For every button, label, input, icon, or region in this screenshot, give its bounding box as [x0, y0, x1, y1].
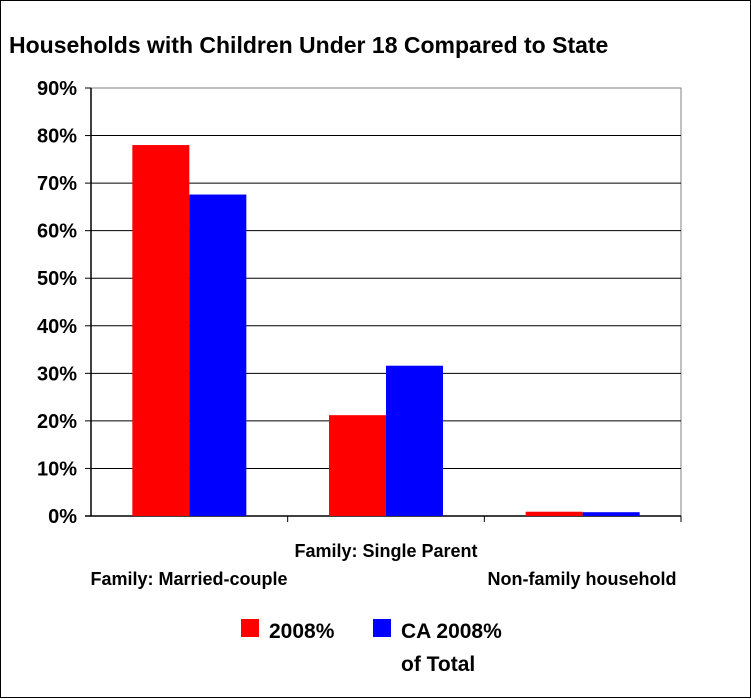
y-tick-label: 50% [37, 268, 77, 290]
y-tick-label: 0% [48, 506, 77, 528]
y-tick-label: 40% [37, 316, 77, 338]
y-tick-label: 80% [37, 126, 77, 148]
y-tick-label: 30% [37, 363, 77, 385]
category-labels: Family: Married-couple Family: Single Pa… [90, 541, 676, 589]
category-label-single-parent: Family: Single Parent [294, 541, 477, 561]
y-tick-label: 70% [37, 173, 77, 195]
legend-swatch-2008 [241, 619, 259, 637]
category-label-married-couple: Family: Married-couple [90, 569, 287, 589]
y-tick-label: 10% [37, 458, 77, 480]
y-tick-label: 60% [37, 221, 77, 243]
bar-ca-2008-of-total-non-family-household [582, 512, 640, 516]
y-tick-label: 20% [37, 411, 77, 433]
bar-2008-family-married-couple [132, 145, 190, 517]
legend-label-ca-2008: CA 2008% [401, 620, 502, 643]
chart-title: Households with Children Under 18 Compar… [9, 32, 608, 58]
category-label-non-family: Non-family household [488, 569, 677, 589]
legend-label-2008: 2008% [269, 620, 335, 643]
bar-2008-non-family-household [525, 511, 583, 516]
legend-swatch-ca-2008 [373, 619, 391, 637]
bar-ca-2008-of-total-family-single-parent [386, 365, 443, 516]
y-tick-label: 90% [37, 78, 77, 100]
bar-2008-family-single-parent [329, 415, 386, 516]
plot-area: 0% 10% 20% 30% 40% 50% 60% 70% 80% 90% [37, 78, 682, 528]
legend-label-of-total: of Total [401, 653, 475, 676]
bar-ca-2008-of-total-family-married-couple [189, 194, 247, 516]
legend: 2008% CA 2008% of Total [241, 619, 502, 676]
